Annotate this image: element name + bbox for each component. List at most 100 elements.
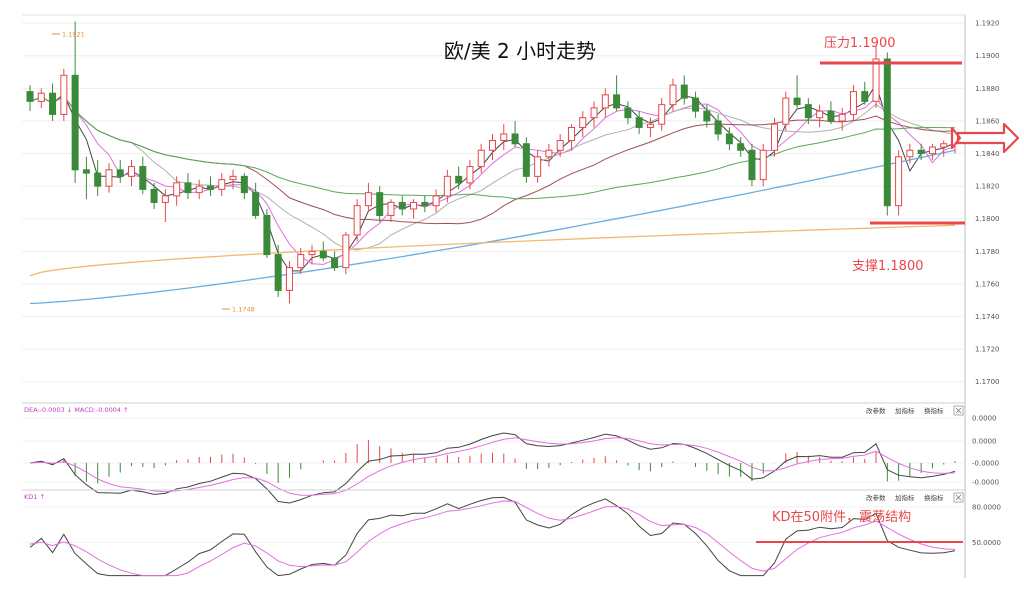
candle-body <box>421 201 429 207</box>
candle-body <box>376 192 384 216</box>
candle-body <box>60 74 68 115</box>
ma-line-60 <box>29 149 956 305</box>
macd-lines <box>29 432 956 504</box>
resistance-label: 压力1.1900 <box>824 36 896 51</box>
candle-body <box>635 117 643 128</box>
candle-body <box>613 94 621 109</box>
macd-y-tick-label: -0.0000 <box>972 479 999 487</box>
candle-body <box>432 195 440 207</box>
candle-body <box>195 185 203 194</box>
candle-body <box>443 175 451 197</box>
main-panel: 1.1920 1.1900 1.1880 1.1860 1.1840 1.1820 1.18… <box>22 14 1020 578</box>
candle-body <box>128 166 136 177</box>
candle-body <box>116 169 124 177</box>
kd-k-line <box>29 496 956 577</box>
main-y-tick-label: 1.1760 <box>975 280 1000 288</box>
macd-histogram <box>40 440 956 484</box>
candle-body <box>579 117 587 128</box>
candle-body <box>556 139 564 151</box>
candle-body <box>567 126 575 141</box>
macd-grid <box>22 417 965 483</box>
candle-body <box>500 133 508 141</box>
main-y-tick-label: 1.1880 <box>975 85 1000 93</box>
macd-y-tick-label: 0.0000 <box>972 438 997 446</box>
outlined-arrow-icon <box>950 122 1020 154</box>
candle-body <box>827 110 835 122</box>
candle-body <box>49 92 57 115</box>
candle-body <box>139 166 147 190</box>
main-y-tick-label: 1.1840 <box>975 150 1000 158</box>
candle-body <box>906 149 914 158</box>
candle-body <box>71 74 79 171</box>
macd-dea-line <box>29 437 956 496</box>
candle-body <box>466 166 474 184</box>
candle-body <box>940 143 948 148</box>
low-marker-label: 1.1748 <box>232 306 255 314</box>
kd-y-tick-label: 80.0000 <box>972 503 1001 511</box>
candle-body <box>274 254 282 291</box>
kd-y-ticks: 80.0000 50.0000 <box>972 503 1001 547</box>
moving-average-lines <box>29 82 956 305</box>
candle-body <box>782 97 790 125</box>
candle-body <box>319 250 327 259</box>
kd-panel: KD1 ↑ 改参数 加指标 换指标 80.0000 50.0000 KD在50附件… <box>22 489 1001 577</box>
main-y-tick-label: 1.1920 <box>975 20 1000 28</box>
kd-lines <box>29 496 956 577</box>
candle-body <box>511 133 519 145</box>
macd-btn-switch[interactable]: 换指标 <box>924 406 944 415</box>
candle-body <box>703 110 711 122</box>
ma-line-10 <box>29 95 956 251</box>
candle-body <box>883 58 891 207</box>
macd-y-tick-label: -0.0000 <box>972 460 999 468</box>
candles <box>26 21 959 304</box>
candle-body <box>229 175 237 181</box>
main-y-tick-label: 1.1780 <box>975 248 1000 256</box>
candle-body <box>816 110 824 119</box>
candle-body <box>793 97 801 106</box>
candle-body <box>161 195 169 203</box>
kd-btn-add[interactable]: 加指标 <box>895 493 915 502</box>
candle-body <box>455 175 463 184</box>
candle-body <box>252 192 260 216</box>
candle-body <box>759 149 767 181</box>
candle-body <box>218 179 226 190</box>
candle-body <box>26 91 34 102</box>
candle-body <box>477 149 485 168</box>
macd-panel: DEA:-0.0003 ↓ MACD:-0.0004 ↑ 改参数 加指标 换指标… <box>22 402 999 504</box>
candle-body <box>206 185 214 190</box>
candle-body <box>37 92 45 102</box>
kd-btn-params[interactable]: 改参数 <box>866 493 886 502</box>
candle-body <box>590 107 598 119</box>
kd-close-x-icon <box>955 494 962 501</box>
main-y-tick-label: 1.1800 <box>975 215 1000 223</box>
candle-body <box>692 97 700 112</box>
candle-body <box>82 169 90 174</box>
candle-body <box>895 156 903 207</box>
candle-body <box>410 201 418 210</box>
candle-body <box>263 214 271 256</box>
main-y-tick-label: 1.1900 <box>975 52 1000 60</box>
candle-body <box>714 120 722 135</box>
candle-body <box>387 201 395 216</box>
main-y-tick-label: 1.1720 <box>975 346 1000 354</box>
kd-annotation: KD在50附件，震荡结构 <box>772 510 911 525</box>
candle-body <box>624 107 632 119</box>
candle-body <box>601 94 609 109</box>
candle-body <box>342 234 350 269</box>
support-label: 支撑1.1800 <box>852 259 924 274</box>
macd-btn-add[interactable]: 加指标 <box>895 406 915 415</box>
macd-btn-params[interactable]: 改参数 <box>866 406 886 415</box>
candle-body <box>646 123 654 128</box>
kd-btn-switch[interactable]: 换指标 <box>924 493 944 502</box>
macd-close-x-icon <box>955 407 962 414</box>
high-marker-label: 1.1921 <box>62 31 85 39</box>
candle-body <box>737 143 745 151</box>
macd-dif-line <box>29 432 956 504</box>
macd-label: DEA:-0.0003 ↓ MACD:-0.0004 ↑ <box>24 406 129 414</box>
candle-body <box>522 143 530 177</box>
main-y-tick-label: 1.1820 <box>975 183 1000 191</box>
candle-body <box>680 84 688 99</box>
candle-body <box>489 139 496 151</box>
candle-body <box>861 91 869 102</box>
